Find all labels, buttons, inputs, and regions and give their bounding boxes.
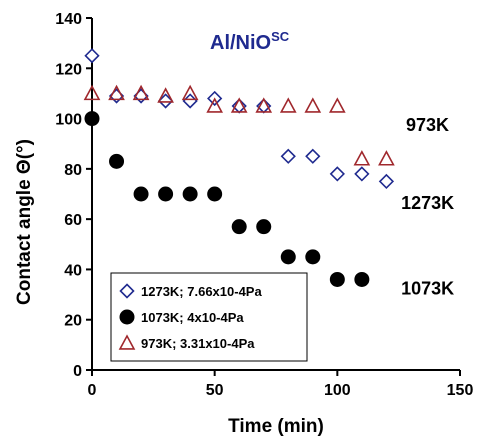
y-tick-label: 120 <box>55 61 82 78</box>
data-point <box>255 97 273 113</box>
legend-marker <box>119 283 135 299</box>
data-point <box>133 186 149 202</box>
legend-label: 973K; 3.31x10-4Pa <box>141 336 255 351</box>
legend-item: 973K; 3.31x10-4Pa <box>118 334 255 351</box>
x-tick-label: 50 <box>206 382 224 399</box>
series-2 <box>83 84 395 166</box>
data-point <box>182 186 198 202</box>
chart-title: Al/NiOSC <box>210 29 290 54</box>
data-point <box>132 84 150 101</box>
data-point <box>354 271 370 287</box>
data-point <box>157 87 174 103</box>
data-point <box>256 219 272 235</box>
data-point <box>304 97 322 113</box>
data-point <box>108 84 125 101</box>
x-axis-title: Time (min) <box>228 416 324 437</box>
y-tick-label: 80 <box>64 162 82 179</box>
legend: 1273K; 7.66x10-4Pa 1073K; 4x10-4Pa 973K; 3… <box>110 272 308 362</box>
data-point <box>84 111 100 127</box>
axes <box>86 17 461 376</box>
data-point <box>354 166 370 182</box>
y-tick-label: 40 <box>64 262 82 279</box>
legend-box <box>110 272 308 362</box>
data-point <box>378 173 395 190</box>
data-point <box>230 97 248 113</box>
tick-labels: 0 20 40 60 80 100 120 140 0 50 100 150 <box>55 11 473 399</box>
y-tick-label: 60 <box>64 212 82 229</box>
y-tick-label: 100 <box>55 112 82 129</box>
series-0 <box>84 48 395 190</box>
series-annotation: 973K <box>406 115 449 135</box>
y-tick-label: 0 <box>73 363 82 380</box>
legend-marker <box>119 309 135 325</box>
x-tick-label: 100 <box>324 382 351 399</box>
data-point <box>305 249 321 265</box>
chart-title-main: Al/NiO <box>210 32 271 54</box>
data-point <box>378 150 395 166</box>
legend-label: 1273K; 7.66x10-4Pa <box>141 284 262 299</box>
data-point <box>157 93 174 109</box>
data-point <box>109 153 125 169</box>
data-point <box>329 166 345 182</box>
data-point <box>206 97 224 113</box>
legend-label: 1073K; 4x10-4Pa <box>141 310 244 325</box>
x-tick-label: 150 <box>447 382 474 399</box>
series-annotation: 1273K <box>401 193 454 213</box>
series-1 <box>84 111 370 287</box>
series-annotation: 1073K <box>401 279 454 299</box>
y-tick-label: 140 <box>55 11 82 28</box>
data-point <box>353 150 371 166</box>
x-tick-label: 0 <box>88 382 97 399</box>
legend-item: 1073K; 4x10-4Pa <box>119 309 244 325</box>
data-point <box>231 219 247 235</box>
y-tick-label: 20 <box>64 313 82 330</box>
data-point <box>83 84 101 101</box>
data-point <box>279 97 297 113</box>
chart-title-superscript: SC <box>271 29 290 44</box>
annotations: 973K 1273K 1073K <box>401 115 454 298</box>
legend-item: 1273K; 7.66x10-4Pa <box>119 283 262 299</box>
series-layer <box>83 48 395 287</box>
legend-marker <box>118 334 136 350</box>
data-point <box>280 148 296 164</box>
data-point <box>84 48 100 64</box>
data-point <box>181 84 199 101</box>
data-point <box>328 97 346 113</box>
data-point <box>158 186 174 202</box>
data-point <box>207 186 223 202</box>
data-point <box>329 271 345 287</box>
data-point <box>280 249 296 265</box>
y-axis-title: Contact angle Θ(°) <box>14 139 35 305</box>
data-point <box>305 148 321 164</box>
